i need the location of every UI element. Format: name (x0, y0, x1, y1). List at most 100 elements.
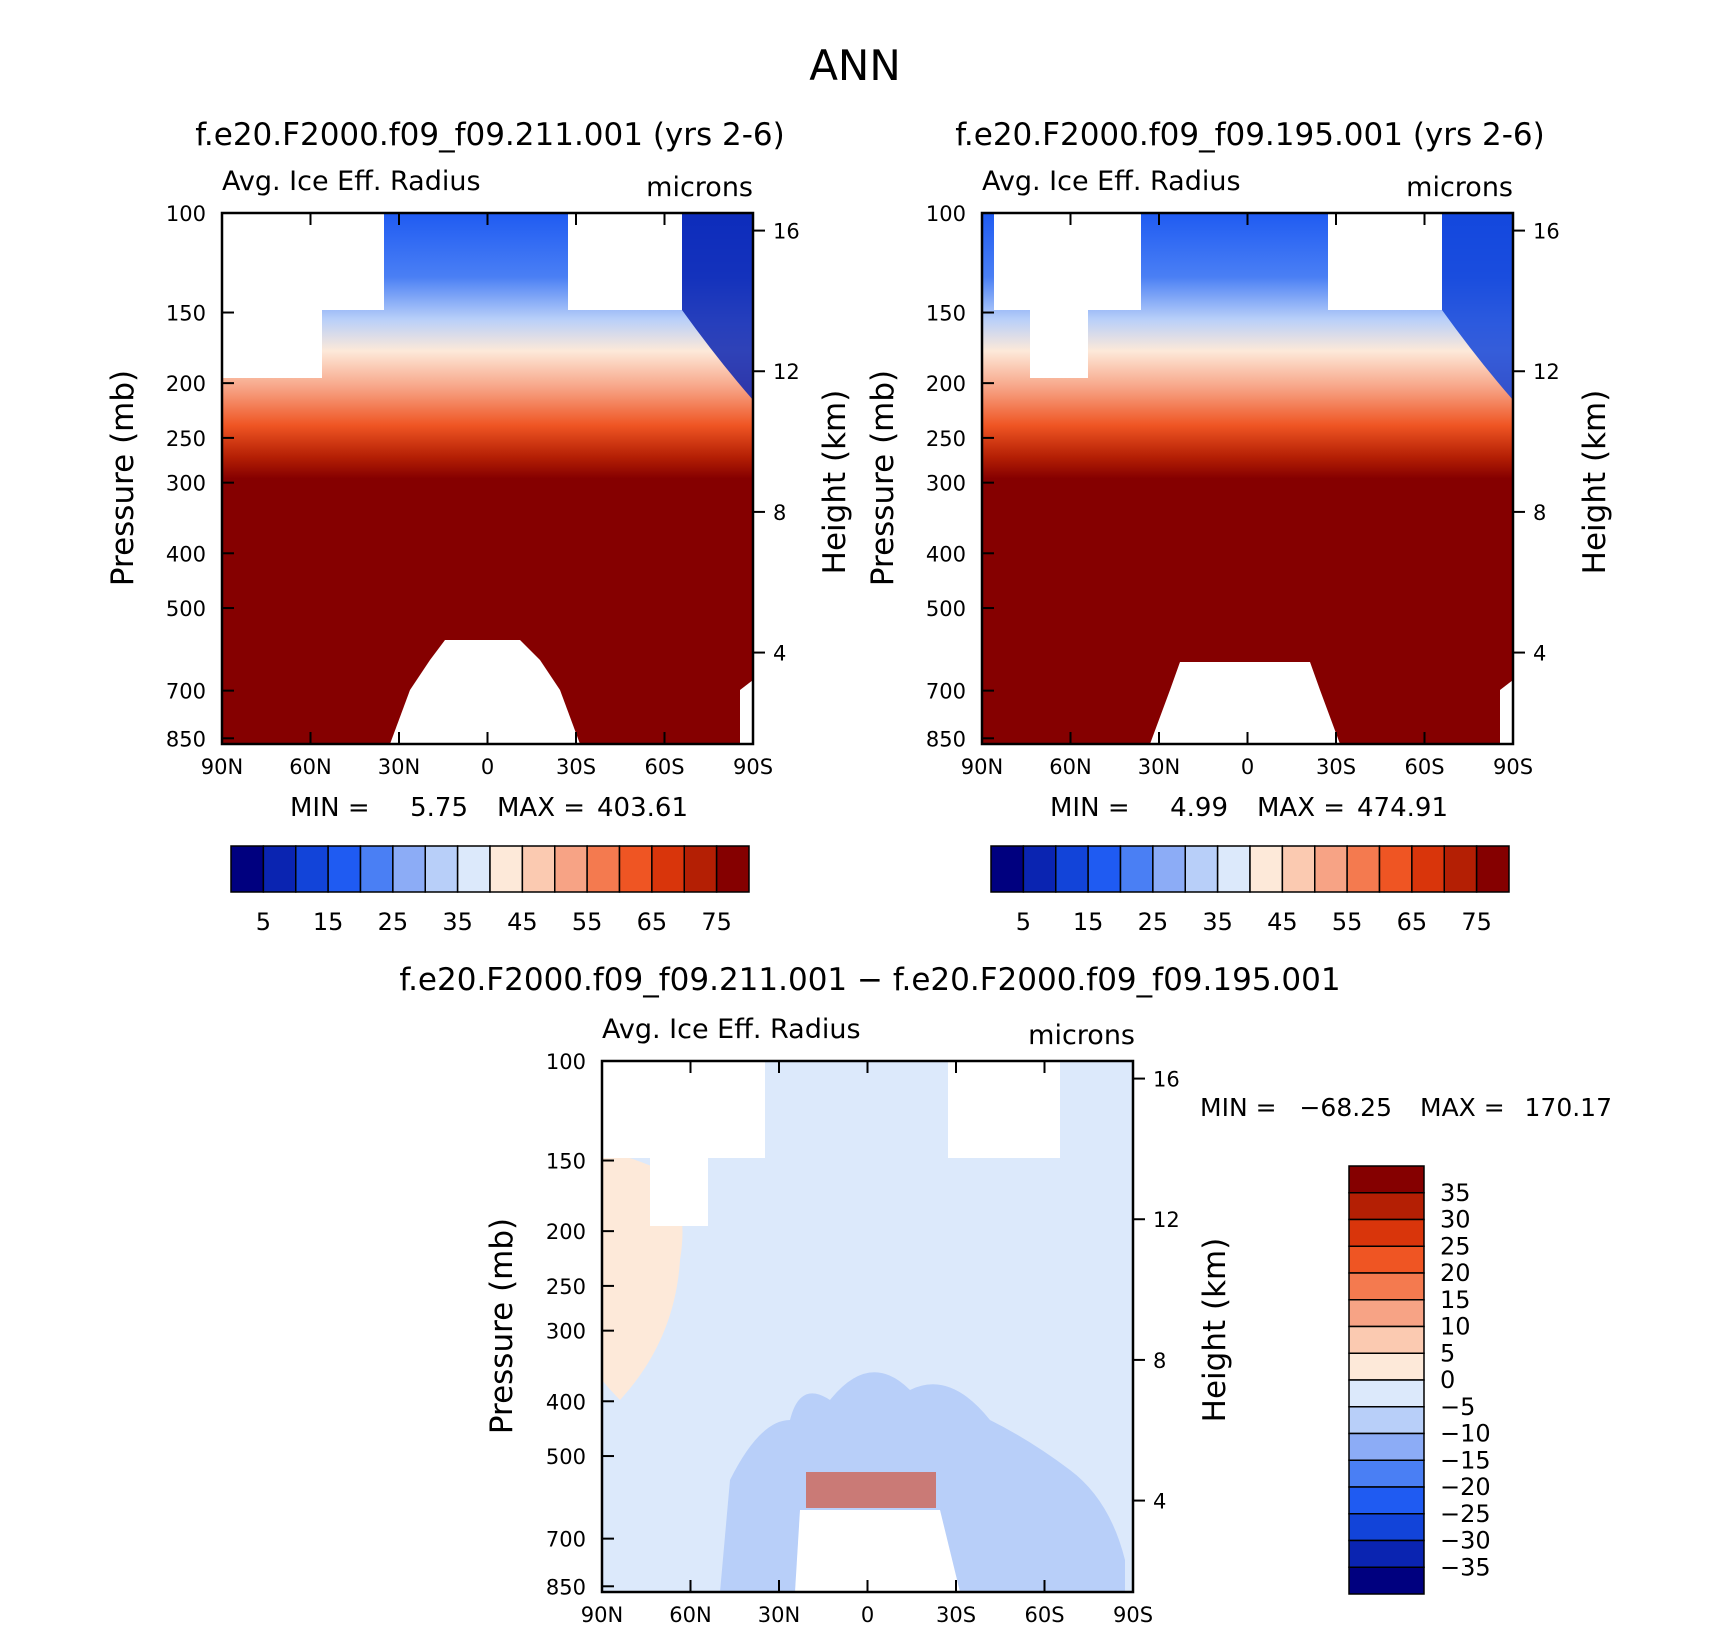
colorbar-cell (1348, 1459, 1425, 1488)
x-tick-label: 30N (758, 1603, 800, 1627)
max-value: 474.91 (1357, 793, 1448, 823)
colorbar-label: −20 (1440, 1473, 1491, 1501)
colorbar-label: 65 (637, 908, 668, 936)
units-label: microns (646, 172, 753, 203)
colorbar-label: −35 (1440, 1553, 1491, 1581)
y-right-tick-label: 8 (1533, 501, 1546, 525)
colorbar-label: 20 (1440, 1259, 1471, 1287)
min-label: MIN = (290, 793, 370, 823)
max-label: MAX = (1257, 793, 1345, 823)
y-right-tick-label: 4 (1533, 642, 1546, 666)
panel-control-1: f.e20.F2000.f09_f09.211.001 (yrs 2-6) Av… (105, 117, 853, 936)
y-ticks: 100 150 200 250 300 400 500 700 850 (546, 1050, 614, 1599)
cold-cap-left (222, 213, 384, 378)
colorbar-cell (1348, 1539, 1425, 1568)
cold-cap-right (948, 1061, 1060, 1158)
colorbar-cell (521, 845, 556, 893)
y-tick-label: 100 (166, 202, 206, 226)
x-tick-label: 60S (644, 755, 684, 779)
colorbar-cell (1348, 1406, 1425, 1435)
colorbar-cell (1348, 1352, 1425, 1381)
colorbar-cell (1348, 1165, 1425, 1194)
y-axis-label: Pressure (mb) (105, 370, 141, 586)
colorbar-cell (262, 845, 297, 893)
colorbar-cell (489, 845, 524, 893)
antarctic-blue (1442, 213, 1513, 400)
x-tick-label: 30S (556, 755, 596, 779)
colorbar-cell (586, 845, 621, 893)
colorbar-cell (651, 845, 685, 893)
y-tick-label: 300 (546, 1320, 586, 1344)
y-right-tick-label: 16 (1533, 220, 1560, 244)
max-value: 403.61 (597, 793, 688, 823)
panel-title: f.e20.F2000.f09_f09.195.001 (yrs 2-6) (955, 117, 1545, 153)
y-tick-label: 850 (546, 1575, 586, 1599)
colorbar-cell (1348, 1325, 1425, 1354)
x-tick-label: 30N (1138, 755, 1180, 779)
colorbar-cell (1411, 845, 1445, 893)
cold-cap-right (1328, 213, 1442, 310)
noise-band (806, 1472, 936, 1508)
panel-difference: f.e20.F2000.f09_f09.211.001 − f.e20.F200… (399, 962, 1612, 1627)
y-tick-label: 400 (926, 542, 966, 566)
colorbar-label: 15 (313, 908, 344, 936)
x-tick-label: 0 (861, 1603, 874, 1627)
colorbar-cell (683, 845, 718, 893)
min-max-line: MIN = −68.25 MAX = 170.17 (1200, 1093, 1612, 1122)
colorbar-label: −5 (1440, 1393, 1475, 1421)
x-tick-label: 30N (378, 755, 420, 779)
colorbar-label: 75 (1461, 908, 1492, 936)
y-right-tick-label: 4 (773, 642, 786, 666)
colorbar-label: 5 (256, 908, 271, 936)
colorbar-cell (1152, 845, 1186, 893)
min-value: 5.75 (410, 793, 468, 823)
y-ticks: 100 150 200 250 300 400 500 700 850 (166, 202, 234, 751)
max-value: 170.17 (1525, 1093, 1612, 1122)
max-label: MAX = (497, 793, 585, 823)
colorbar-cell (1249, 845, 1284, 893)
y-axis-label-right: Height (km) (1577, 390, 1613, 575)
x-ticks: 90N 60N 30N 0 30S 60S 90S (201, 213, 773, 779)
min-max-line: MIN = 4.99 MAX = 474.91 (1050, 793, 1448, 823)
x-tick-label: 30S (936, 1603, 976, 1627)
colorbar-cell (295, 845, 329, 893)
x-tick-label: 90S (733, 755, 773, 779)
x-tick-label: 30S (1316, 755, 1356, 779)
y-tick-label: 150 (926, 302, 966, 326)
colorbar-cell (1022, 845, 1057, 893)
y-ticks-right: 16 12 8 4 (1133, 1068, 1180, 1514)
colorbar-cell (1216, 845, 1251, 893)
antarctic-blue (682, 213, 753, 400)
min-max-line: MIN = 5.75 MAX = 403.61 (290, 793, 688, 823)
colorbar-cell (456, 845, 491, 893)
colorbar-label: 35 (1440, 1179, 1471, 1207)
colorbar-label: −10 (1440, 1420, 1491, 1448)
colorbar-cell (1348, 1299, 1425, 1328)
y-tick-label: 150 (166, 302, 206, 326)
y-tick-label: 700 (166, 680, 206, 704)
colorbar-cell (230, 845, 265, 893)
units-label: microns (1028, 1020, 1135, 1051)
topography-mask (390, 640, 580, 744)
y-right-tick-label: 12 (1153, 1208, 1180, 1232)
panel-title: f.e20.F2000.f09_f09.211.001 − f.e20.F200… (399, 962, 1340, 998)
colorbar-label: 65 (1397, 908, 1428, 936)
colorbar-label: 25 (1440, 1232, 1471, 1260)
colorbar-cell (1475, 845, 1510, 893)
x-tick-label: 0 (1241, 755, 1254, 779)
colorbar-cell (424, 845, 459, 893)
y-tick-label: 300 (926, 472, 966, 496)
x-tick-label: 0 (481, 755, 494, 779)
y-tick-label: 250 (166, 427, 206, 451)
min-value: −68.25 (1299, 1093, 1392, 1122)
x-tick-label: 60N (1049, 755, 1091, 779)
colorbar-cell (1184, 845, 1219, 893)
y-tick-label: 200 (926, 372, 966, 396)
x-tick-label: 90N (961, 755, 1003, 779)
variable-label: Avg. Ice Eff. Radius (602, 1014, 861, 1045)
x-tick-label: 60S (1404, 755, 1444, 779)
x-tick-label: 90N (581, 1603, 623, 1627)
y-right-tick-label: 8 (773, 501, 786, 525)
colorbar-label: 25 (378, 908, 409, 936)
y-tick-label: 250 (546, 1275, 586, 1299)
